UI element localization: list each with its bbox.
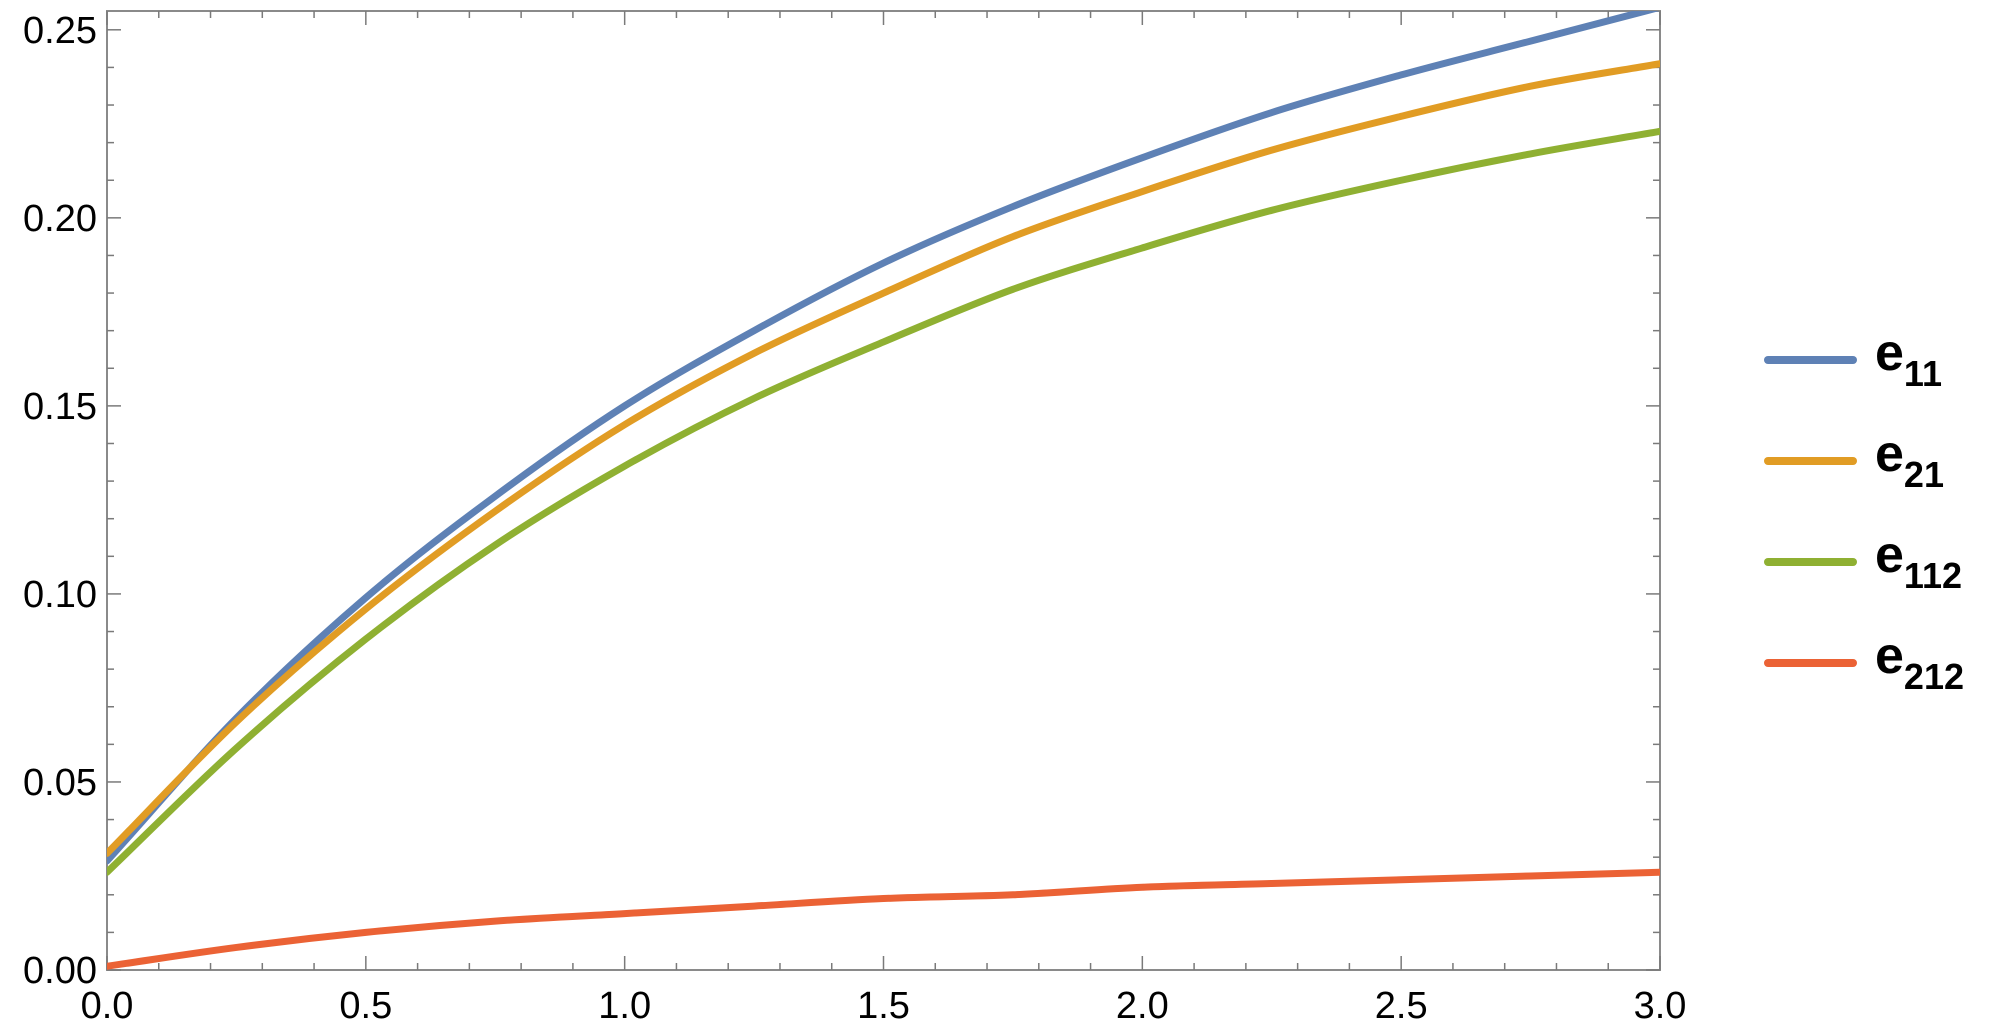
legend-label-base: e <box>1875 526 1904 584</box>
legend-item-e112: e112 <box>1764 526 1962 596</box>
y-tick-label: 0.25 <box>23 10 97 52</box>
series-lines <box>107 11 1660 970</box>
legend-label: e11 <box>1875 324 1942 394</box>
x-tick-label: 2.5 <box>1375 985 1428 1027</box>
axes: 0.0 0.5 1.0 1.5 2.0 2.5 3.0 0.00 0.05 0.10 0.15 0.2… <box>23 10 1686 1027</box>
series-line-e11 <box>107 11 1660 865</box>
legend-item-e21: e21 <box>1764 425 1944 495</box>
legend-label-base: e <box>1875 425 1904 483</box>
series-line-e21 <box>107 60 1660 857</box>
y-tick-label: 0.00 <box>23 950 97 992</box>
legend-label-subscript: 112 <box>1904 555 1962 596</box>
legend-label-base: e <box>1875 324 1904 382</box>
x-tick-label: 0.0 <box>81 985 134 1027</box>
legend-label-base: e <box>1875 627 1904 685</box>
legend-label-subscript: 11 <box>1904 353 1942 394</box>
legend-label-subscript: 212 <box>1904 656 1964 697</box>
y-tick-label: 0.20 <box>23 198 97 240</box>
x-tick-label: 2.0 <box>1116 985 1169 1027</box>
y-tick-label: 0.05 <box>23 762 97 804</box>
x-tick-label: 1.5 <box>857 985 910 1027</box>
x-tick-label: 3.0 <box>1634 985 1687 1027</box>
legend-label: e112 <box>1875 526 1962 596</box>
legend-label: e212 <box>1875 627 1964 697</box>
series-line-e212 <box>107 868 1660 970</box>
plot-frame <box>106 10 1661 971</box>
legend-label-subscript: 21 <box>1904 454 1944 495</box>
y-tick-label: 0.10 <box>23 574 97 616</box>
x-tick-label: 1.0 <box>598 985 651 1027</box>
y-tick-label: 0.15 <box>23 386 97 428</box>
legend-label: e21 <box>1875 425 1944 495</box>
series-line-e112 <box>107 127 1660 876</box>
legend-item-e212: e212 <box>1764 627 1964 697</box>
x-tick-label: 0.5 <box>339 985 392 1027</box>
legend-item-e11: e11 <box>1764 324 1942 394</box>
